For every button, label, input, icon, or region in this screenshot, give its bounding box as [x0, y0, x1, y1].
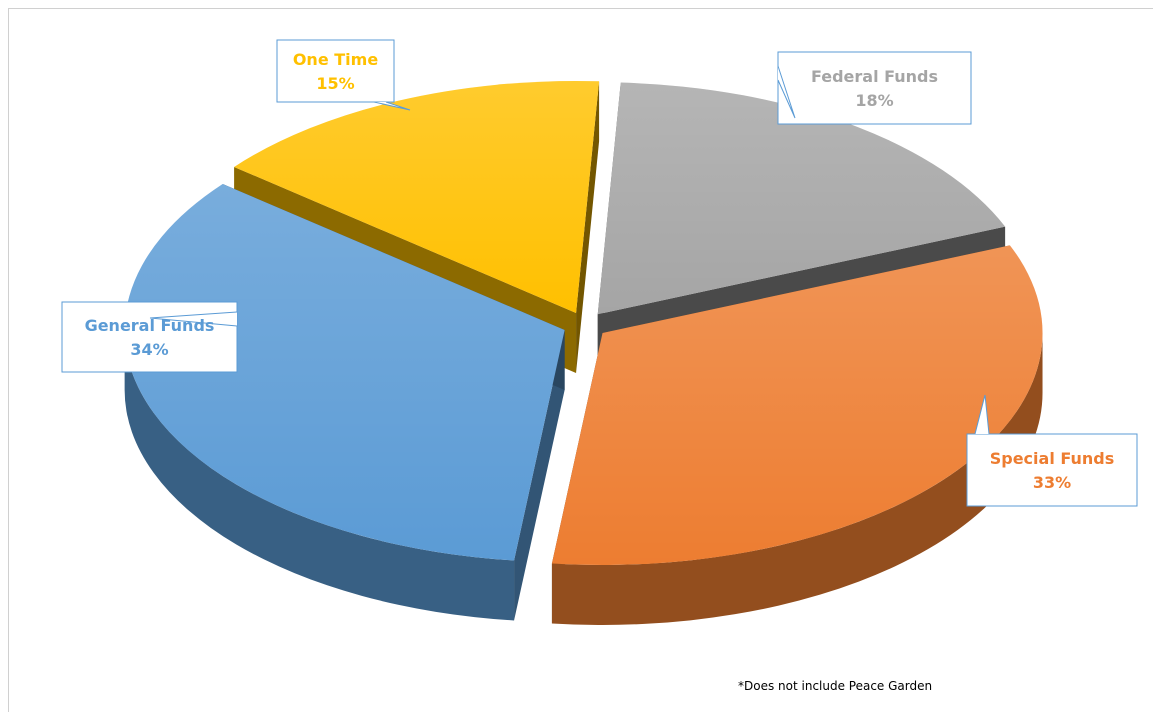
callout-federal-funds: Federal Funds 18% [777, 51, 972, 125]
callout-one-time-pointer [373, 101, 411, 111]
callout-one-time: One Time 15% [276, 39, 411, 111]
callout-general-funds-percent: 34% [130, 340, 168, 359]
callout-federal-funds-pointer [777, 65, 796, 119]
callout-general-funds: General Funds 34% [61, 301, 238, 373]
callout-special-funds-label: Special Funds [990, 449, 1115, 468]
slice-special-funds-rim [551, 332, 1043, 625]
slice-one-time-highlight [234, 80, 600, 313]
slice-one-time-wall [576, 81, 600, 373]
slice-general-funds-rim [124, 329, 515, 621]
slice-federal-funds-highlight [597, 82, 1006, 315]
callout-federal-funds-percent: 18% [855, 91, 893, 110]
slice-special-funds [551, 245, 1043, 625]
callout-general-funds-box [61, 301, 238, 373]
callout-federal-funds-box [777, 51, 972, 125]
slice-general-funds-highlight [124, 183, 565, 561]
footnote: *Does not include Peace Garden [738, 679, 932, 693]
callout-one-time-box [276, 39, 395, 103]
callout-general-funds-pointer [149, 311, 238, 327]
callout-special-funds-box [966, 433, 1138, 507]
chart-frame [8, 8, 1153, 712]
callout-special-funds: Special Funds 33% [966, 394, 1138, 507]
callout-general-funds-label: General Funds [85, 316, 215, 335]
slice-special-funds-highlight [551, 245, 1043, 565]
callout-one-time-percent: 15% [316, 74, 354, 93]
callout-one-time-label: One Time [293, 50, 378, 69]
slice-general-funds [124, 183, 565, 621]
slice-general-funds-wall [514, 329, 565, 621]
callout-federal-funds-label: Federal Funds [811, 67, 938, 86]
callout-special-funds-percent: 33% [1033, 473, 1071, 492]
callout-special-funds-pointer [974, 394, 990, 435]
